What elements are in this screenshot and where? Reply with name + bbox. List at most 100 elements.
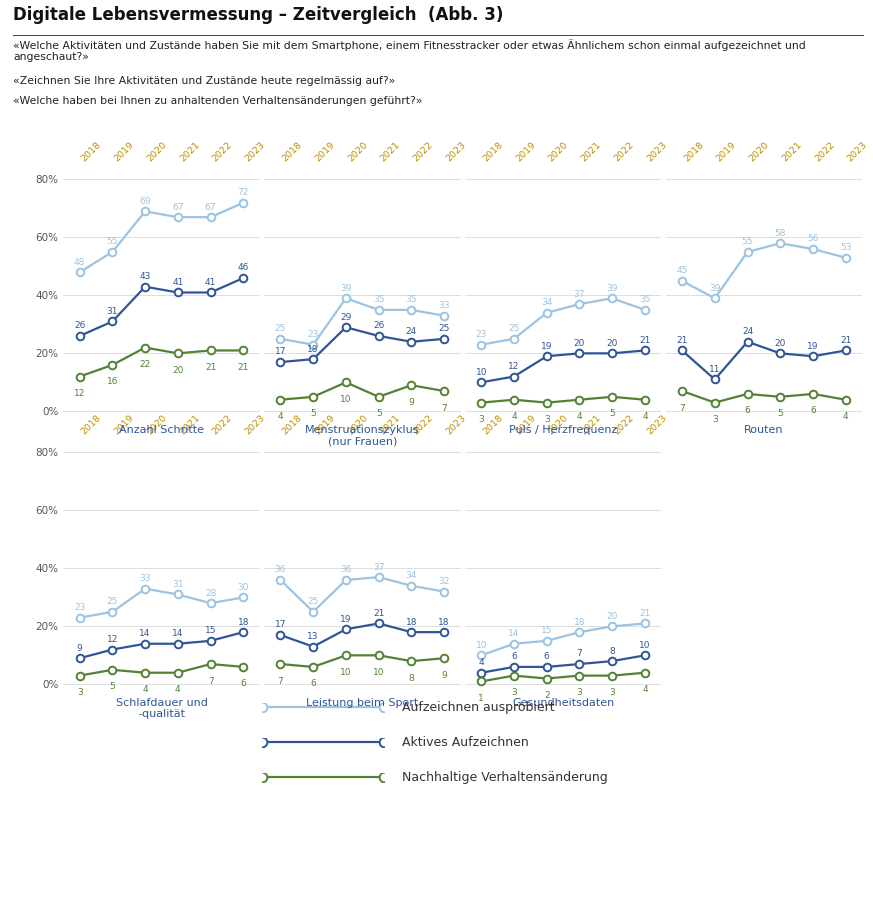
Text: 1: 1 bbox=[478, 694, 485, 703]
Text: 25: 25 bbox=[307, 597, 319, 607]
Text: 14: 14 bbox=[172, 629, 183, 638]
Text: 6: 6 bbox=[310, 680, 316, 689]
Text: 20: 20 bbox=[172, 366, 183, 375]
Text: 14: 14 bbox=[508, 629, 519, 638]
Text: 3: 3 bbox=[609, 688, 615, 697]
Text: 25: 25 bbox=[107, 597, 118, 607]
Text: 21: 21 bbox=[237, 363, 249, 372]
Text: 19: 19 bbox=[808, 342, 819, 350]
Text: 25: 25 bbox=[275, 325, 286, 334]
Text: 3: 3 bbox=[711, 415, 718, 424]
Text: 7: 7 bbox=[278, 677, 284, 686]
Text: 36: 36 bbox=[340, 565, 352, 574]
Text: 9: 9 bbox=[409, 397, 415, 407]
Text: 26: 26 bbox=[373, 322, 384, 330]
Text: Schlafdauer und
-qualität: Schlafdauer und -qualität bbox=[115, 698, 208, 719]
Text: 31: 31 bbox=[172, 580, 183, 589]
Text: Anzahl Schritte: Anzahl Schritte bbox=[119, 425, 204, 434]
Text: 15: 15 bbox=[205, 626, 217, 635]
Text: 67: 67 bbox=[205, 203, 217, 212]
Text: 18: 18 bbox=[237, 618, 249, 627]
Text: 9: 9 bbox=[441, 670, 447, 680]
Text: 16: 16 bbox=[107, 377, 118, 386]
Text: 10: 10 bbox=[639, 641, 650, 650]
Text: 23: 23 bbox=[476, 330, 487, 339]
Text: 23: 23 bbox=[307, 330, 319, 339]
Text: 7: 7 bbox=[576, 649, 582, 658]
Text: 10: 10 bbox=[476, 368, 487, 377]
Text: 34: 34 bbox=[406, 572, 417, 580]
Text: 6: 6 bbox=[810, 407, 816, 416]
Text: 31: 31 bbox=[107, 307, 118, 316]
Text: 11: 11 bbox=[709, 365, 720, 374]
Text: 67: 67 bbox=[172, 203, 183, 212]
Text: 33: 33 bbox=[438, 301, 450, 310]
Text: 20: 20 bbox=[774, 338, 786, 348]
Text: 39: 39 bbox=[340, 284, 352, 293]
Text: 56: 56 bbox=[808, 234, 819, 243]
Text: 12: 12 bbox=[107, 635, 118, 644]
Text: Routen: Routen bbox=[744, 425, 784, 434]
Text: 18: 18 bbox=[406, 618, 417, 627]
Text: 8: 8 bbox=[609, 646, 615, 656]
Text: 10: 10 bbox=[373, 668, 384, 677]
Text: 4: 4 bbox=[643, 412, 648, 421]
Text: 43: 43 bbox=[140, 272, 151, 281]
Text: 3: 3 bbox=[544, 415, 550, 424]
Text: 21: 21 bbox=[840, 336, 851, 345]
Text: 25: 25 bbox=[508, 325, 519, 334]
Text: Menstruationszyklus
(nur Frauen): Menstruationszyklus (nur Frauen) bbox=[305, 425, 420, 446]
Text: 8: 8 bbox=[409, 674, 415, 682]
Text: 23: 23 bbox=[74, 603, 86, 612]
Text: 37: 37 bbox=[373, 562, 384, 572]
Text: 6: 6 bbox=[240, 680, 246, 689]
Text: 3: 3 bbox=[576, 688, 582, 697]
Text: 4: 4 bbox=[478, 658, 484, 668]
Text: 72: 72 bbox=[237, 188, 249, 197]
Text: 48: 48 bbox=[74, 257, 86, 266]
Text: 5: 5 bbox=[375, 409, 382, 419]
Text: 58: 58 bbox=[774, 229, 786, 238]
Text: 37: 37 bbox=[574, 290, 585, 299]
Text: 35: 35 bbox=[406, 295, 417, 304]
Text: 55: 55 bbox=[742, 237, 753, 246]
Text: 3: 3 bbox=[77, 688, 83, 697]
Text: 5: 5 bbox=[310, 409, 316, 419]
Text: «Zeichnen Sie Ihre Aktivitäten und Zustände heute regelmässig auf?»: «Zeichnen Sie Ihre Aktivitäten und Zustä… bbox=[13, 76, 395, 86]
Text: 10: 10 bbox=[476, 641, 487, 650]
Text: 4: 4 bbox=[843, 412, 849, 421]
Text: «Welche Aktivitäten und Zustände haben Sie mit dem Smartphone, einem Fitnesstrac: «Welche Aktivitäten und Zustände haben S… bbox=[13, 39, 806, 62]
Text: 18: 18 bbox=[574, 618, 585, 627]
Text: Aufzeichnen ausprobiert: Aufzeichnen ausprobiert bbox=[402, 701, 554, 714]
Text: 26: 26 bbox=[74, 322, 86, 330]
Text: 45: 45 bbox=[677, 266, 688, 276]
Text: 9: 9 bbox=[77, 644, 83, 653]
Text: 4: 4 bbox=[278, 412, 283, 421]
Text: 20: 20 bbox=[574, 338, 585, 348]
Text: 4: 4 bbox=[175, 685, 181, 694]
Text: 7: 7 bbox=[441, 404, 447, 412]
Text: 17: 17 bbox=[275, 348, 286, 357]
Text: 6: 6 bbox=[544, 653, 550, 661]
Text: 69: 69 bbox=[140, 196, 151, 206]
Text: Puls / Herzfrequenz: Puls / Herzfrequenz bbox=[509, 425, 617, 434]
Text: 13: 13 bbox=[307, 632, 319, 641]
Text: 17: 17 bbox=[275, 621, 286, 630]
Text: Leistung beim Sport: Leistung beim Sport bbox=[306, 698, 418, 707]
Text: 3: 3 bbox=[478, 415, 485, 424]
Text: 19: 19 bbox=[541, 342, 553, 350]
Text: 39: 39 bbox=[607, 284, 618, 293]
Text: 21: 21 bbox=[639, 336, 650, 345]
Text: 18: 18 bbox=[438, 618, 450, 627]
Text: 32: 32 bbox=[438, 577, 450, 586]
Text: 6: 6 bbox=[511, 653, 517, 661]
Text: 7: 7 bbox=[679, 404, 685, 412]
Text: Gesundheitsdaten: Gesundheitsdaten bbox=[512, 698, 615, 707]
Text: 29: 29 bbox=[340, 313, 352, 322]
Text: 15: 15 bbox=[541, 626, 553, 635]
Text: Digitale Lebensvermessung – Zeitvergleich  (Abb. 3): Digitale Lebensvermessung – Zeitvergleic… bbox=[13, 6, 504, 25]
Text: Aktives Aufzeichnen: Aktives Aufzeichnen bbox=[402, 736, 528, 749]
Text: 41: 41 bbox=[172, 278, 183, 287]
Text: 35: 35 bbox=[373, 295, 384, 304]
Text: 46: 46 bbox=[237, 264, 249, 273]
